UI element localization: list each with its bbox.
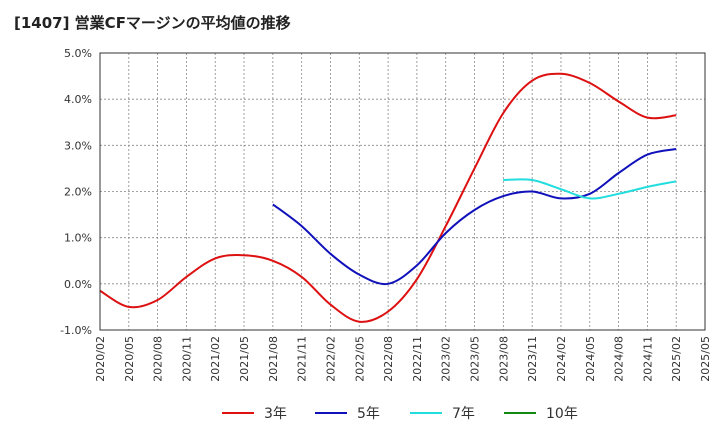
series-lines xyxy=(99,72,677,323)
x-tick-label: 2021/05 xyxy=(238,336,251,382)
plot-frame xyxy=(99,52,706,331)
legend-label: 3年 xyxy=(264,406,287,422)
series-line-7年 xyxy=(503,178,677,200)
x-tick-label: 2022/05 xyxy=(353,336,366,382)
y-axis-ticks: -1.0% 0.0% 1.0% 2.0% 3.0% 4.0% 5.0% xyxy=(60,47,92,337)
x-tick-label: 2023/08 xyxy=(497,336,510,382)
x-tick-label: 2024/11 xyxy=(641,336,654,382)
x-tick-label: 2025/05 xyxy=(699,336,712,382)
legend-label: 7年 xyxy=(452,406,475,422)
series-line-3年 xyxy=(99,72,677,323)
x-tick-label: 2020/11 xyxy=(180,336,193,382)
x-tick-label: 2022/11 xyxy=(411,336,424,382)
x-tick-label: 2020/05 xyxy=(123,336,136,382)
x-tick-label: 2020/08 xyxy=(152,336,165,382)
y-tick-label: 5.0% xyxy=(64,47,92,60)
legend-label: 10年 xyxy=(546,406,578,422)
grid-lines xyxy=(100,52,705,331)
x-tick-label: 2022/02 xyxy=(324,336,337,382)
x-tick-label: 2023/11 xyxy=(526,336,539,382)
chart-title: [1407] 営業CFマージンの平均値の推移 xyxy=(14,14,291,32)
y-tick-label: 2.0% xyxy=(64,186,92,199)
y-tick-label: 0.0% xyxy=(64,278,92,291)
y-tick-label: 1.0% xyxy=(64,232,92,245)
y-tick-label: 4.0% xyxy=(64,93,92,106)
x-tick-label: 2020/02 xyxy=(94,336,107,382)
y-tick-label: -1.0% xyxy=(60,324,92,337)
legend-label: 5年 xyxy=(357,406,380,422)
legend: 3年 5年 7年 10年 xyxy=(222,406,578,422)
series-line-5年 xyxy=(272,148,677,286)
y-tick-label: 3.0% xyxy=(64,139,92,152)
x-tick-label: 2024/08 xyxy=(613,336,626,382)
x-tick-label: 2023/05 xyxy=(469,336,482,382)
x-tick-label: 2022/08 xyxy=(382,336,395,382)
x-tick-label: 2025/02 xyxy=(670,336,683,382)
x-axis-ticks: 2020/02 2020/05 2020/08 2020/11 2021/02 2021/… xyxy=(94,336,712,382)
x-tick-label: 2021/08 xyxy=(267,336,280,382)
x-tick-label: 2021/02 xyxy=(209,336,222,382)
x-tick-label: 2024/02 xyxy=(555,336,568,382)
x-tick-label: 2021/11 xyxy=(296,336,309,382)
x-tick-label: 2024/05 xyxy=(584,336,597,382)
x-tick-label: 2023/02 xyxy=(440,336,453,382)
